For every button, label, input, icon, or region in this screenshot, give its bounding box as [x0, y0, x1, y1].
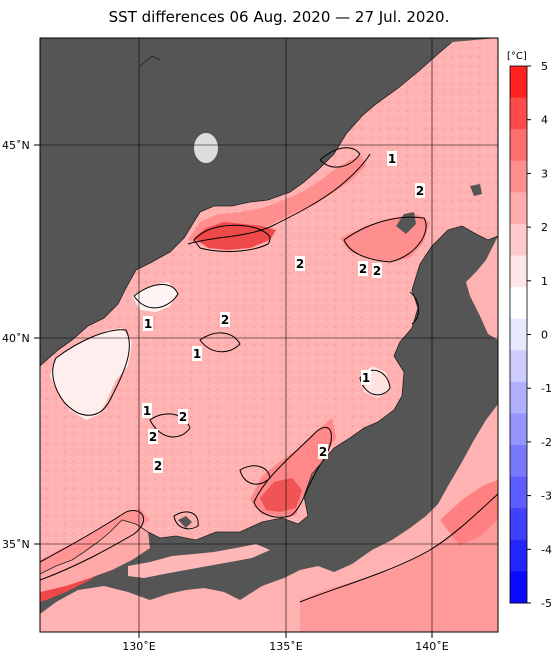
- colorbar-cell: [510, 192, 527, 225]
- contour-label: 2: [149, 430, 157, 444]
- contour-label: 2: [296, 257, 304, 271]
- warm-anomaly-pacific-east: [440, 480, 498, 546]
- contour-line: [239, 465, 271, 485]
- contour-line: [52, 329, 130, 416]
- colorbar-tick-label: 0: [541, 329, 548, 342]
- colorbar-cell: [510, 97, 527, 130]
- colorbar-cell: [510, 255, 527, 288]
- contour-line: [40, 510, 145, 581]
- oki-islands: [178, 516, 192, 528]
- colorbar-tick-label: 1: [541, 275, 548, 288]
- contour-line: [149, 413, 191, 438]
- colorbar-tick-label: 3: [541, 167, 548, 180]
- colorbar-tick-label: -3: [541, 490, 552, 503]
- colorbar-cell: [510, 381, 527, 414]
- warm-anomaly-pacific: [300, 490, 498, 632]
- lat-label-35: 35˚N: [2, 538, 30, 551]
- colorbar-cell: [510, 160, 527, 193]
- warm-anomaly-north: [188, 156, 366, 244]
- lon-label-130: 130˚E: [122, 640, 155, 653]
- contour-label: 2: [154, 459, 162, 473]
- contour-label: 2: [373, 264, 381, 278]
- colorbar-tick-label: 4: [541, 114, 548, 127]
- contour-label: 2: [416, 184, 424, 198]
- colorbar-tick-label: -1: [541, 382, 552, 395]
- colorbar-cell: [510, 445, 527, 478]
- contour-line: [199, 332, 241, 353]
- contour-label: 1: [144, 317, 152, 331]
- colorbar-cell: [510, 539, 527, 572]
- colorbar-cell: [510, 571, 527, 604]
- hot-anomaly-wakasa: [260, 478, 302, 512]
- colorbar-tick-label: 2: [541, 221, 548, 234]
- northeast-sea: [466, 236, 498, 340]
- colorbar-tick-label: 5: [541, 60, 548, 73]
- contour-label: 1: [143, 404, 151, 418]
- colorbar-tick-label: -5: [541, 597, 552, 610]
- lake-khanka: [194, 133, 218, 163]
- contour-line: [193, 224, 271, 252]
- lon-label-140: 140˚E: [415, 640, 448, 653]
- contour-label: 2: [319, 445, 327, 459]
- colorbar-cell: [510, 129, 527, 162]
- contour-line: [299, 493, 498, 603]
- colorbar-cell: [510, 287, 527, 320]
- map-frame: [39, 37, 499, 633]
- colorbar: [°C] 5 4 3 2 1 0 -1 -2 -3 -4 -5: [507, 51, 552, 610]
- contour-label: 2: [359, 262, 367, 276]
- colorbar-unit: [°C]: [507, 51, 527, 62]
- colorbar-cell: [510, 508, 527, 541]
- colorbar-cell: [510, 413, 527, 446]
- contour-label: 2: [221, 313, 229, 327]
- colorbar-cell: [510, 66, 527, 99]
- colorbar-cell: [510, 476, 527, 509]
- lat-label-45: 45˚N: [2, 139, 30, 152]
- cool-anomaly-korea: [50, 328, 132, 420]
- contour-label: 1: [388, 152, 396, 166]
- contour-label: 1: [362, 371, 370, 385]
- contour-line: [319, 147, 361, 168]
- hokkaido-islet: [470, 184, 482, 196]
- map-title: SST differences 06 Aug. 2020 — 27 Jul. 2…: [108, 8, 450, 26]
- lat-label-40: 40˚N: [2, 332, 30, 345]
- contour-labels: 1 2 2 2 2 1 2 1 1 1 2 2 2 2: [142, 151, 425, 473]
- graticule: [40, 38, 498, 632]
- contour-line: [187, 153, 371, 245]
- contour-label: 2: [179, 410, 187, 424]
- contour-line: [173, 511, 199, 530]
- colorbar-cell: [510, 350, 527, 383]
- contour-label: 1: [193, 347, 201, 361]
- colorbar-tick-label: -4: [541, 543, 552, 556]
- lon-label-135: 135˚E: [269, 640, 302, 653]
- inland-sea: [128, 544, 270, 578]
- colorbar-cell: [510, 223, 527, 257]
- contour-line: [343, 216, 427, 263]
- colorbar-cell: [510, 318, 527, 351]
- contour-line: [133, 284, 179, 309]
- colorbar-tick-label: -2: [541, 436, 552, 449]
